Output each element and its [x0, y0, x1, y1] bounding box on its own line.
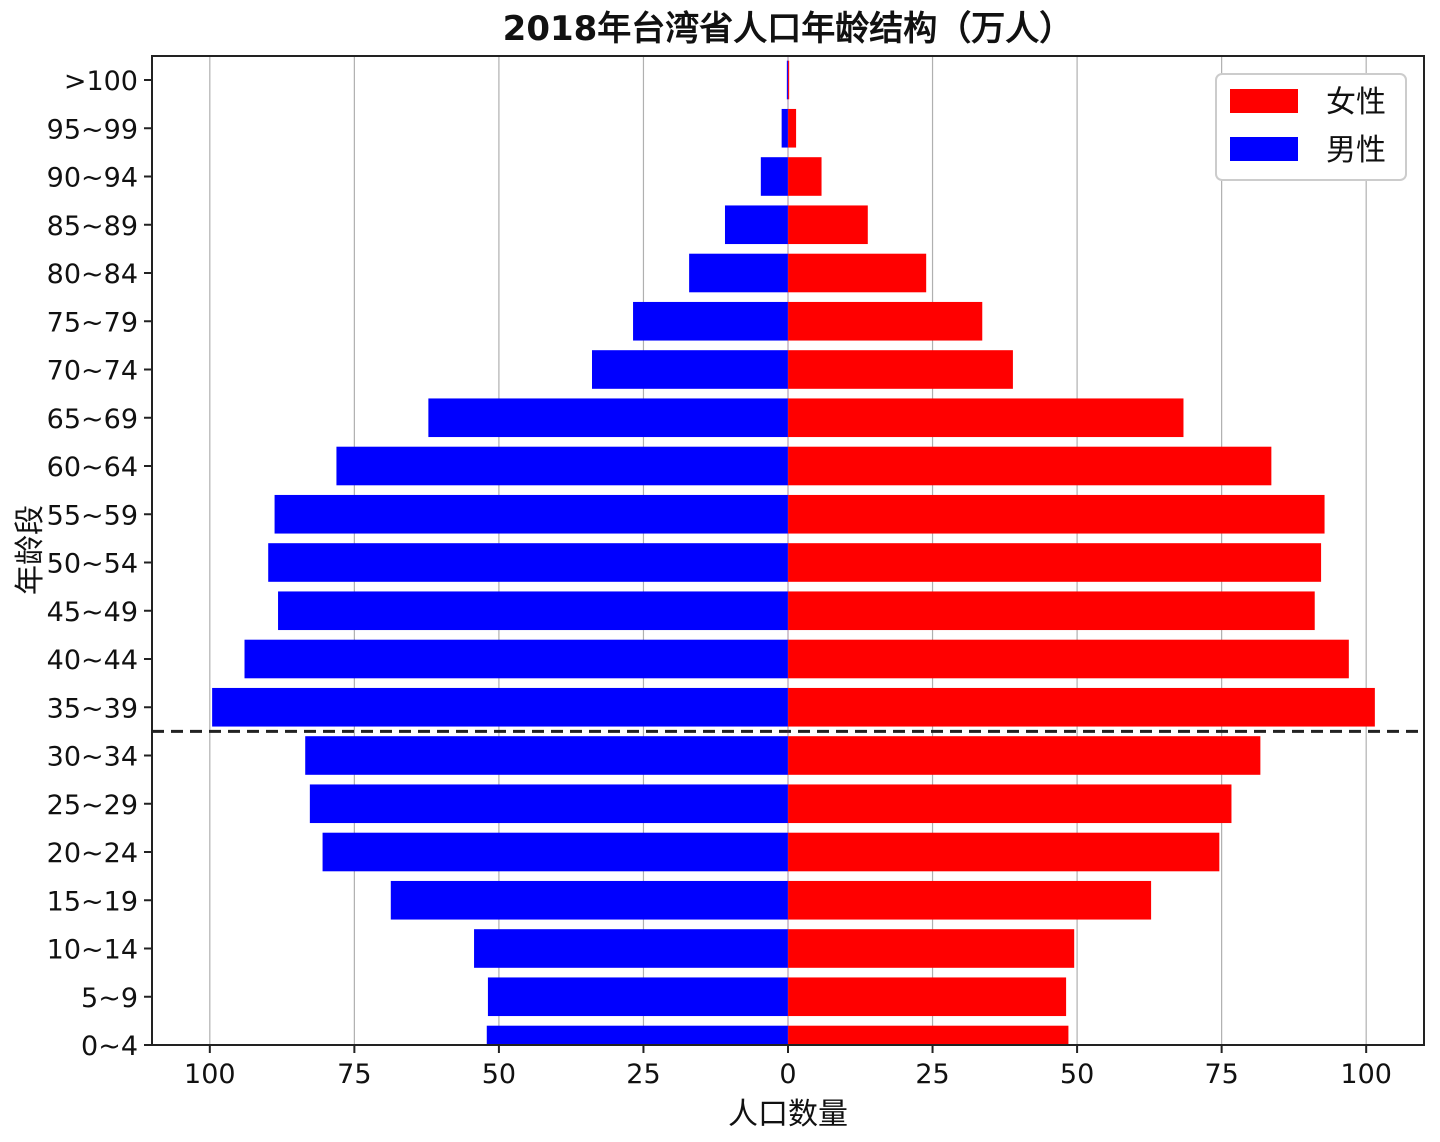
bar-female-19 [788, 108, 797, 148]
x-tick-label-7: 75 [1204, 1059, 1238, 1090]
legend-swatch-male [1230, 137, 1298, 161]
y-tick-label-9: 45~49 [47, 597, 138, 628]
bar-male-18 [760, 157, 788, 196]
bar-male-15 [633, 301, 788, 341]
y-axis-ticks: 0~4 5~9 10~14 15~19 20~24 25~29 30~34 35~39 40~4… [47, 66, 152, 1062]
y-tick-label-16: 80~84 [47, 259, 138, 290]
legend: 女性 男性 [1215, 73, 1407, 181]
y-tick-label-1: 5~9 [81, 983, 138, 1014]
bar-male-8 [244, 639, 788, 679]
bar-male-20 [786, 60, 788, 100]
bar-male-6 [305, 736, 788, 775]
y-tick-label-6: 30~34 [47, 742, 138, 773]
bar-female-15 [788, 301, 983, 341]
x-tick-label-4: 0 [779, 1059, 796, 1090]
legend-label-male: 男性 [1326, 133, 1386, 168]
chart-title: 2018年台湾省人口年龄结构（万人） [503, 9, 1074, 49]
y-axis-label: 年龄段 [13, 505, 48, 595]
y-tick-label-5: 25~29 [47, 790, 138, 821]
bar-female-3 [788, 880, 1152, 920]
bar-male-16 [689, 253, 788, 293]
bar-female-14 [788, 350, 1013, 389]
x-tick-label-5: 25 [915, 1059, 949, 1090]
bar-male-3 [390, 880, 788, 920]
x-tick-label-2: 50 [482, 1059, 516, 1090]
bar-female-13 [788, 398, 1184, 438]
legend-label-female: 女性 [1326, 85, 1386, 120]
bar-female-0 [788, 1025, 1069, 1045]
x-tick-label-1: 75 [337, 1059, 371, 1090]
y-tick-label-4: 20~24 [47, 838, 138, 869]
bar-female-1 [788, 977, 1067, 1017]
y-tick-label-12: 60~64 [47, 452, 138, 483]
bar-male-13 [428, 398, 788, 438]
x-axis-ticks: 100 75 50 25 0 25 50 75 100 [184, 1045, 1392, 1090]
x-axis-label: 人口数量 [728, 1097, 848, 1132]
x-tick-label-6: 50 [1060, 1059, 1094, 1090]
y-tick-label-13: 65~69 [47, 404, 138, 435]
bar-male-19 [781, 108, 788, 148]
x-tick-label-3: 25 [626, 1059, 660, 1090]
y-tick-label-8: 40~44 [47, 645, 138, 676]
bar-male-14 [591, 350, 788, 389]
bar-male-17 [724, 205, 788, 245]
bar-female-12 [788, 446, 1272, 486]
bar-male-1 [487, 977, 788, 1017]
bar-female-5 [788, 784, 1232, 824]
bar-male-11 [274, 494, 788, 534]
bar-male-9 [278, 591, 788, 631]
bar-female-11 [788, 494, 1325, 534]
bar-female-20 [788, 60, 790, 100]
bar-female-18 [788, 157, 822, 196]
y-tick-label-7: 35~39 [47, 693, 138, 724]
bar-male-10 [268, 543, 788, 582]
bar-male-0 [486, 1025, 788, 1045]
y-tick-label-19: 95~99 [47, 114, 138, 145]
y-tick-label-20: >100 [64, 66, 138, 97]
legend-swatch-female [1230, 89, 1298, 113]
x-tick-label-0: 100 [184, 1059, 236, 1090]
bar-female-6 [788, 736, 1261, 775]
bar-male-7 [212, 687, 788, 727]
y-tick-label-14: 70~74 [47, 356, 138, 387]
y-tick-label-2: 10~14 [47, 935, 138, 966]
y-tick-label-18: 90~94 [47, 163, 138, 194]
bar-female-2 [788, 929, 1075, 968]
y-tick-label-0: 0~4 [81, 1031, 138, 1062]
bar-female-9 [788, 591, 1315, 631]
bar-male-12 [336, 446, 788, 486]
y-tick-label-15: 75~79 [47, 307, 138, 338]
y-tick-label-3: 15~19 [47, 886, 138, 917]
bar-female-8 [788, 639, 1349, 679]
bar-female-16 [788, 253, 927, 293]
bars [212, 60, 1375, 1045]
y-tick-label-10: 50~54 [47, 549, 138, 580]
bar-male-4 [322, 832, 788, 872]
y-tick-label-11: 55~59 [47, 500, 138, 531]
y-tick-label-17: 85~89 [47, 211, 138, 242]
bar-male-2 [474, 929, 788, 968]
bar-female-7 [788, 687, 1375, 727]
x-tick-label-8: 100 [1340, 1059, 1392, 1090]
bar-female-17 [788, 205, 868, 245]
bar-female-10 [788, 543, 1322, 582]
bar-female-4 [788, 832, 1220, 872]
bar-male-5 [309, 784, 788, 824]
